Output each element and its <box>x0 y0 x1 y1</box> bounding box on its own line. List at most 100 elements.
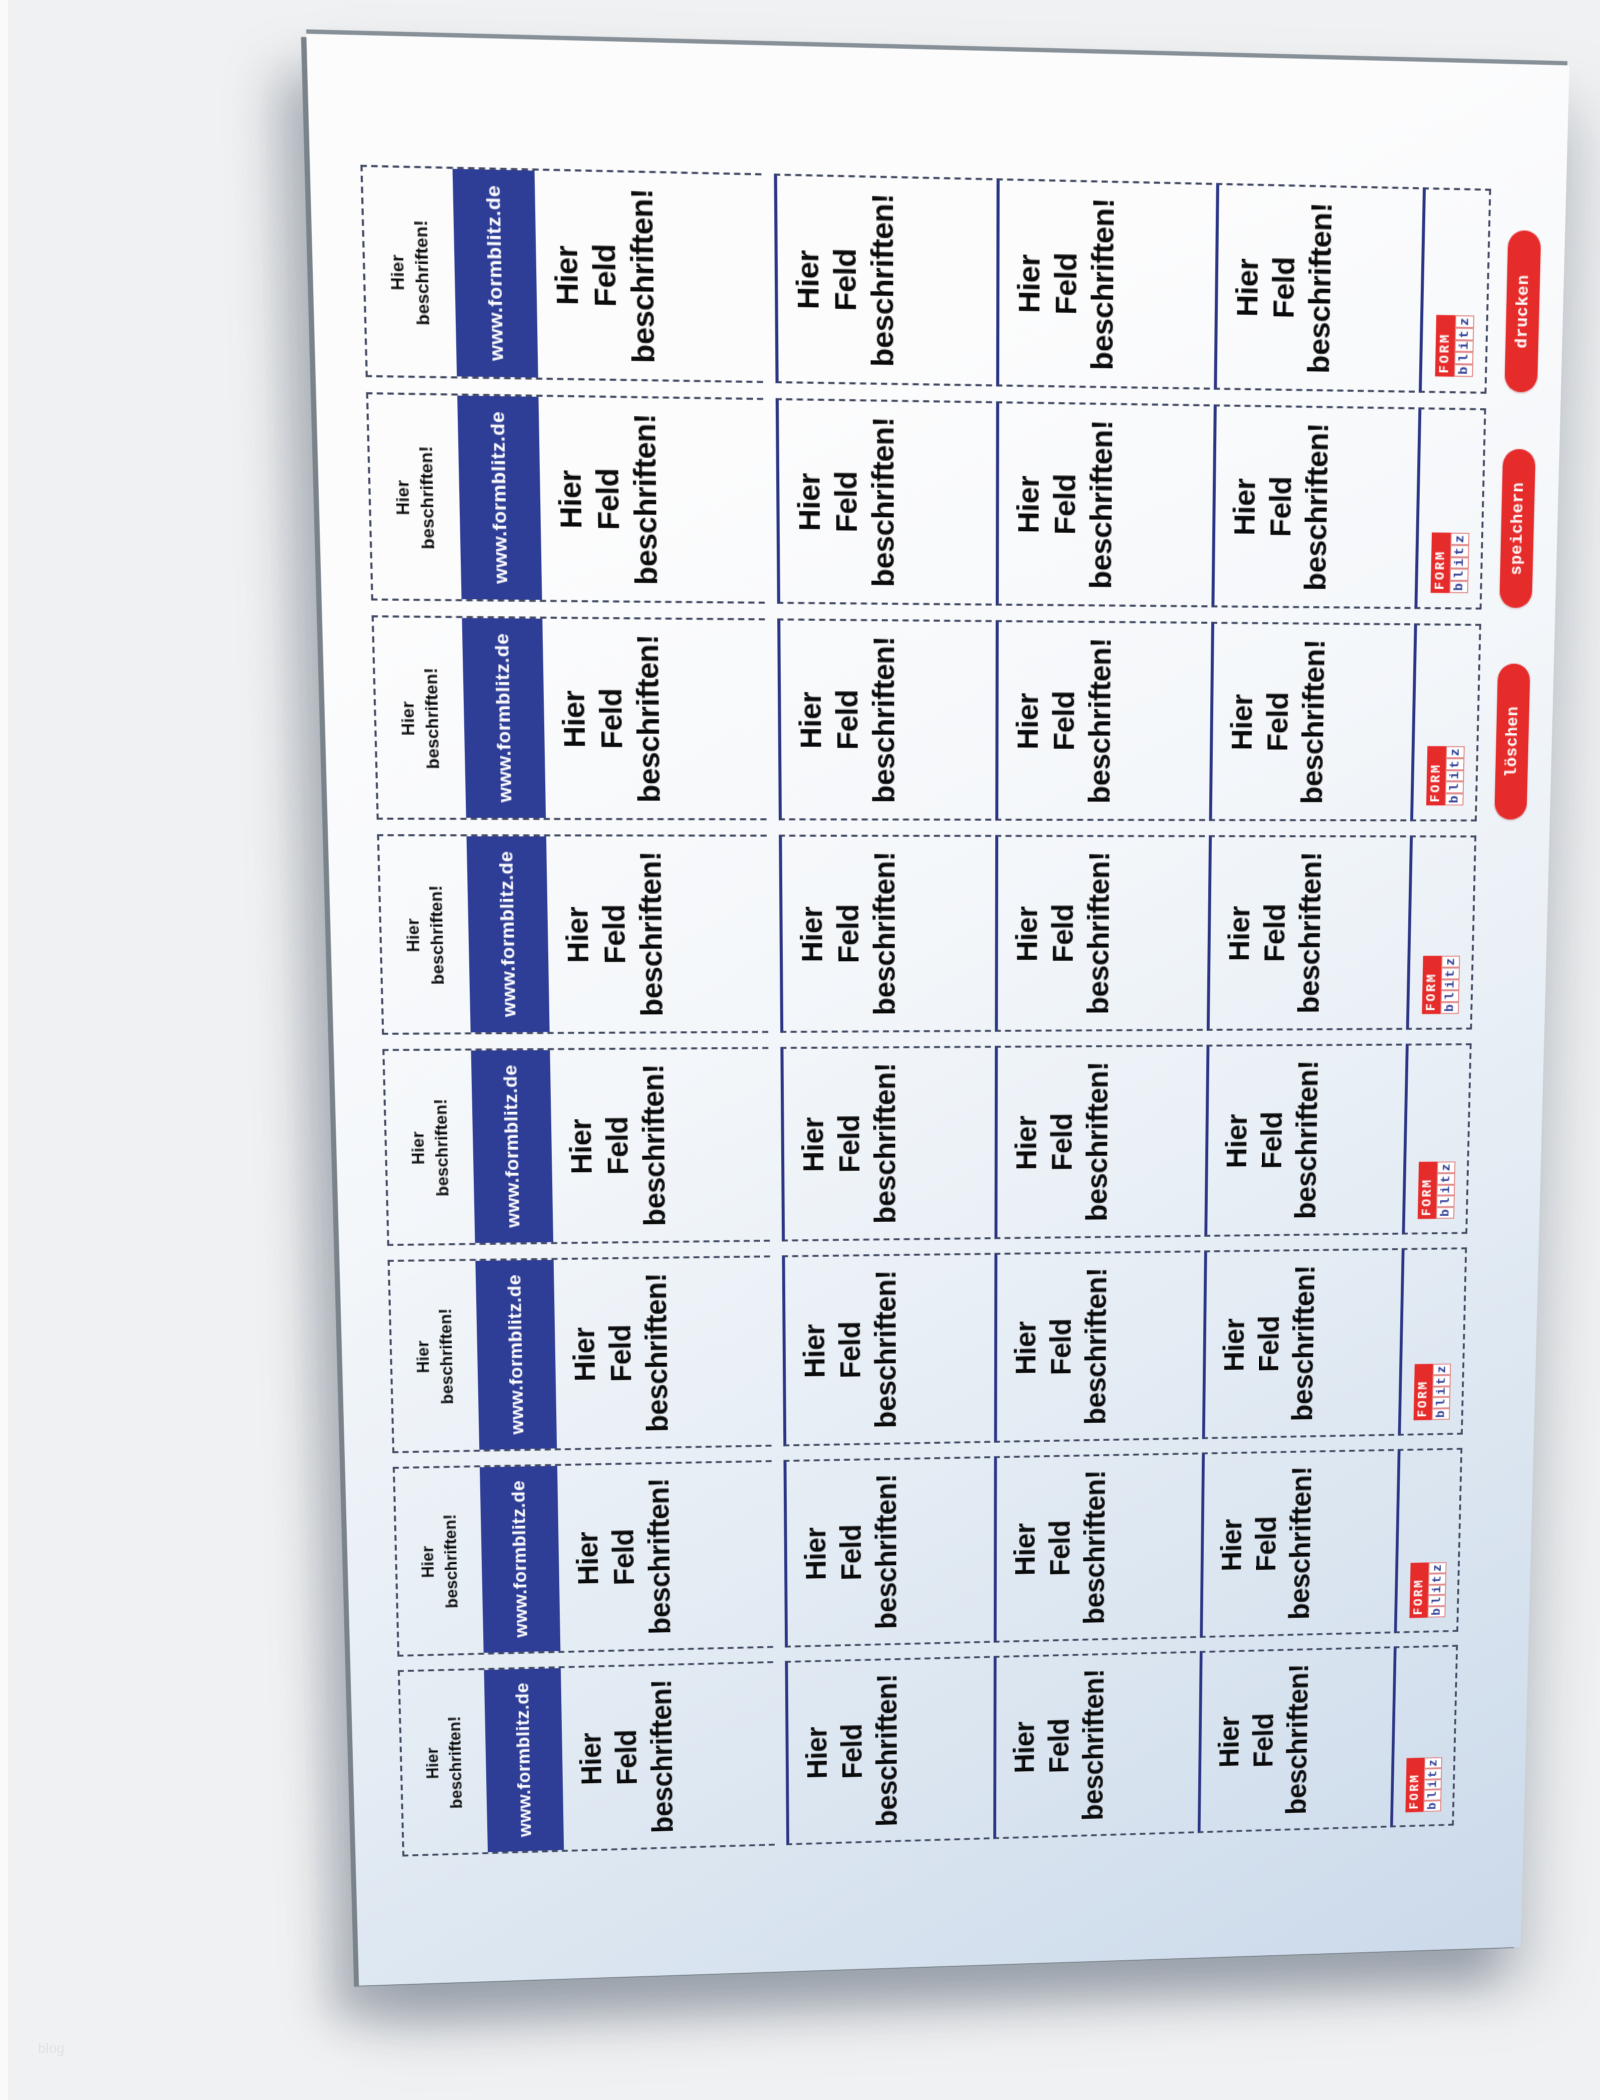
action-button-label: löschen <box>1502 706 1522 778</box>
action-button-label: speichern <box>1507 481 1528 576</box>
label-field-cell[interactable]: Hier Feld beschriften! <box>1197 1646 1390 1834</box>
logo-cell: FORM blitz <box>1414 407 1487 610</box>
header-caption-line2: beschriften! <box>421 667 444 769</box>
label-field-cell[interactable]: Hier Feld beschriften! <box>994 1044 1203 1240</box>
label-field-cell[interactable]: Hier Feld beschriften! <box>1204 1043 1402 1237</box>
label-field-cell[interactable]: Hier Feld beschriften! <box>1206 835 1406 1031</box>
formblitz-logo: FORM blitz <box>1430 532 1469 594</box>
label-field-cell[interactable]: Hier Feld beschriften! <box>778 834 992 1033</box>
field-placeholder: Hier Feld beschriften! <box>1013 198 1121 371</box>
label-field-cell[interactable]: Hier Feld beschriften! <box>784 1655 990 1846</box>
header-caption-line2: beschriften! <box>440 1513 462 1609</box>
logo-form-mark: FORM <box>1434 314 1455 377</box>
logo-blitz-letters: blitz <box>1439 955 1460 1014</box>
label-field-cell[interactable]: Hier Feld beschriften! <box>1199 1449 1394 1638</box>
url-bar: www.formblitz.de <box>483 1668 564 1853</box>
label-field-cell[interactable]: Hier Feld beschriften! <box>1213 182 1419 393</box>
speichern-button[interactable]: speichern <box>1499 448 1536 608</box>
label-field-cell[interactable]: Hier Feld beschriften! <box>994 1250 1201 1443</box>
url-bar: www.formblitz.de <box>466 836 550 1033</box>
header-caption-zone: Hier beschriften! <box>379 836 470 1033</box>
drucken-button[interactable]: drucken <box>1504 230 1542 393</box>
field-placeholder-line1: Hier <box>575 1732 609 1786</box>
field-zone: Hier Feld beschriften! <box>997 1047 1202 1238</box>
label-header-cell[interactable]: Hier beschriften! www.formblitz.de Hier … <box>360 164 764 384</box>
field-placeholder-line1: Hier <box>572 1531 606 1586</box>
label-field-cell[interactable]: Hier Feld beschriften! <box>781 1252 991 1447</box>
header-caption-line2: beschriften! <box>444 1715 466 1809</box>
label-header-cell[interactable]: Hier beschriften! www.formblitz.de Hier … <box>371 615 767 821</box>
header-caption: Hier beschriften! <box>394 623 446 813</box>
label-header-cell[interactable]: Hier beschriften! www.formblitz.de Hier … <box>397 1661 775 1857</box>
field-zone: Hier Feld beschriften! <box>779 400 992 603</box>
field-zone: Hier Feld beschriften! <box>786 1458 990 1645</box>
header-caption: Hier beschriften! <box>389 400 442 594</box>
logo-form-mark: FORM <box>1425 745 1446 806</box>
logo-blitz-letters: blitz <box>1435 1161 1455 1219</box>
label-header-cell[interactable]: Hier beschriften! www.formblitz.de Hier … <box>387 1255 772 1454</box>
url-bar-text: www.formblitz.de <box>491 633 517 803</box>
label-field-cell[interactable]: Hier Feld beschriften! <box>995 401 1210 608</box>
field-placeholder-line2: Feld <box>608 1529 641 1586</box>
header-caption-line2: beschriften! <box>435 1307 458 1405</box>
label-header-cell[interactable]: Hier beschriften! www.formblitz.de Hier … <box>392 1460 774 1657</box>
field-zone: Hier Feld beschriften! <box>998 622 1207 819</box>
field-placeholder: Hier Feld beschriften! <box>559 841 672 1028</box>
label-field-cell[interactable]: Hier Feld beschriften! <box>775 398 993 606</box>
label-field-cell[interactable]: Hier Feld beschriften! <box>993 1651 1196 1840</box>
header-caption: Hier beschriften! <box>404 1056 455 1239</box>
button-column <box>1467 1043 1523 1234</box>
field-zone: Hier Feld beschriften! <box>554 1257 772 1448</box>
label-field-cell[interactable]: Hier Feld beschriften! <box>1211 404 1415 610</box>
field-placeholder: Hier Feld beschriften! <box>792 193 901 368</box>
label-field-cell[interactable]: Hier Feld beschriften! <box>1209 621 1411 822</box>
field-placeholder-line3: beschriften! <box>634 851 670 1017</box>
logo-blitz-letters: blitz <box>1422 1757 1442 1812</box>
label-row: Hier beschriften! www.formblitz.de Hier … <box>397 1643 1529 1857</box>
logo-blitz-letters: blitz <box>1448 532 1469 594</box>
label-field-cell[interactable]: Hier Feld beschriften! <box>994 834 1205 1032</box>
field-zone: Hier Feld beschriften! <box>783 1048 990 1240</box>
field-placeholder: Hier Feld beschriften! <box>569 1468 679 1647</box>
button-column: speichern <box>1482 408 1539 610</box>
field-placeholder-line3: beschriften! <box>625 188 662 364</box>
label-field-cell[interactable]: Hier Feld beschriften! <box>995 620 1208 822</box>
field-placeholder: Hier Feld beschriften! <box>1013 420 1120 590</box>
header-caption-line2: beschriften! <box>426 885 448 985</box>
field-zone: Hier Feld beschriften! <box>999 180 1212 387</box>
label-field-cell[interactable]: Hier Feld beschriften! <box>993 1452 1199 1643</box>
formblitz-logo: FORM blitz <box>1404 1757 1442 1813</box>
label-field-cell[interactable]: Hier Feld beschriften! <box>777 618 992 821</box>
url-bar-text: www.formblitz.de <box>482 185 508 362</box>
header-caption-line2: beschriften! <box>430 1098 453 1197</box>
logo-cell: FORM blitz <box>1406 835 1477 1030</box>
label-field-cell[interactable]: Hier Feld beschriften! <box>773 173 993 387</box>
label-header-cell[interactable]: Hier beschriften! www.formblitz.de Hier … <box>366 392 765 604</box>
field-placeholder: Hier Feld beschriften! <box>547 175 664 375</box>
label-header-cell[interactable]: Hier beschriften! www.formblitz.de Hier … <box>382 1046 770 1246</box>
field-zone: Hier Feld beschriften! <box>1203 1451 1394 1636</box>
field-placeholder-line3: beschriften! <box>643 1478 678 1635</box>
label-field-cell[interactable]: Hier Feld beschriften! <box>783 1456 991 1648</box>
url-bar: www.formblitz.de <box>457 395 543 600</box>
field-placeholder: Hier Feld beschriften! <box>1011 1061 1115 1222</box>
header-caption: Hier beschriften! <box>399 841 451 1027</box>
button-column: löschen <box>1477 624 1534 822</box>
label-field-cell[interactable]: Hier Feld beschriften! <box>996 178 1213 390</box>
loeschen-button[interactable]: löschen <box>1494 663 1531 820</box>
header-caption-line2: beschriften! <box>416 445 439 550</box>
field-zone: Hier Feld beschriften! <box>999 403 1210 605</box>
button-column <box>1463 1247 1518 1435</box>
field-placeholder: Hier Feld beschriften! <box>1214 1663 1315 1816</box>
field-placeholder-line3: beschriften! <box>640 1273 675 1433</box>
label-field-cell[interactable]: Hier Feld beschriften! <box>780 1045 991 1242</box>
header-caption-line2: beschriften! <box>410 219 434 326</box>
label-field-cell[interactable]: Hier Feld beschriften! <box>1202 1248 1398 1440</box>
field-placeholder-line2: Feld <box>592 468 627 531</box>
field-placeholder: Hier Feld beschriften! <box>796 851 902 1016</box>
url-bar-text: www.formblitz.de <box>507 1480 532 1639</box>
field-placeholder-line2: Feld <box>595 688 630 750</box>
label-header-cell[interactable]: Hier beschriften! www.formblitz.de Hier … <box>377 834 769 1035</box>
button-column <box>1454 1644 1508 1826</box>
field-zone: Hier Feld beschriften! <box>1205 1250 1398 1437</box>
